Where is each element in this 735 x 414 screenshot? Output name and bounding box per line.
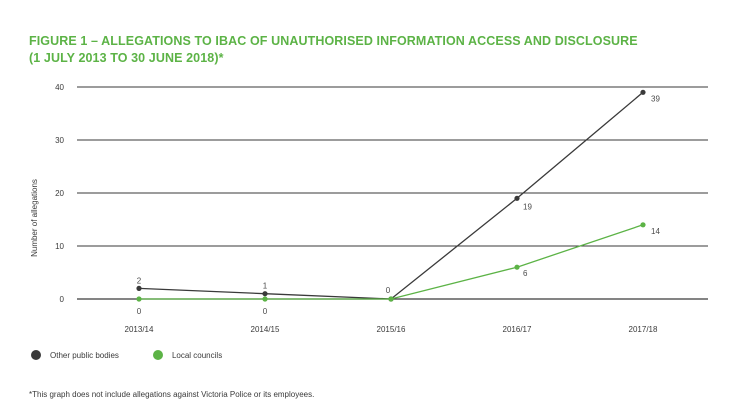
data-label-local-councils-3: 6: [523, 269, 528, 278]
x-tick-label-2016-17: 2016/17: [503, 325, 532, 334]
legend: Other public bodies Local councils: [31, 350, 256, 360]
legend-item-local-councils: Local councils: [152, 350, 223, 360]
y-axis-label: Number of allegations: [30, 179, 39, 257]
data-labels: 2 1 0 19 39 0 0 6 14: [137, 94, 661, 316]
legend-label-local-councils: Local councils: [171, 350, 223, 360]
data-point-other-public-bodies-1: [262, 291, 268, 297]
chart-title: FIGURE 1 – ALLEGATIONS TO IBAC OF UNAUTH…: [29, 33, 638, 67]
y-tick-label-30: 30: [55, 136, 64, 145]
data-point-other-public-bodies-4: [640, 89, 646, 95]
chart-title-line-2: (1 JULY 2013 TO 30 JUNE 2018)*: [29, 51, 224, 65]
data-label-other-public-bodies-2: 0: [386, 286, 391, 295]
x-tick-label-2015-16: 2015/16: [377, 325, 406, 334]
y-tick-label-20: 20: [55, 189, 64, 198]
legend-item-other-public-bodies: Other public bodies: [31, 350, 119, 360]
data-point-other-public-bodies-3: [514, 195, 520, 201]
series-line-other-public-bodies: [138, 91, 644, 300]
data-point-other-public-bodies-0: [136, 285, 142, 291]
legend-marker-other-public-bodies: [31, 350, 41, 360]
data-label-local-councils-4: 14: [651, 227, 660, 236]
data-label-local-councils-1: 0: [263, 307, 268, 316]
gridlines: [77, 86, 708, 300]
y-tick-label-10: 10: [55, 242, 64, 251]
chart-title-line-1: FIGURE 1 – ALLEGATIONS TO IBAC OF UNAUTH…: [29, 34, 638, 48]
data-label-other-public-bodies-4: 39: [651, 94, 660, 103]
data-point-local-councils-4: [640, 222, 646, 228]
series: [136, 89, 646, 302]
y-tick-label-40: 40: [55, 83, 64, 92]
data-point-local-councils-3: [514, 264, 520, 270]
legend-marker-local-councils: [152, 350, 163, 360]
data-point-local-councils-1: [262, 296, 268, 302]
y-axis-ticks: 0 10 20 30 40: [55, 83, 64, 304]
footnote: *This graph does not include allegations…: [29, 390, 315, 399]
legend-label-other-public-bodies: Other public bodies: [50, 350, 119, 360]
x-axis-ticks: 2013/14 2014/15 2015/16 2016/17 2017/18: [125, 325, 658, 334]
data-label-other-public-bodies-1: 1: [263, 282, 268, 291]
series-line-local-councils: [139, 224, 644, 300]
x-tick-label-2014-15: 2014/15: [251, 325, 280, 334]
x-tick-label-2017-18: 2017/18: [629, 325, 658, 334]
data-label-other-public-bodies-0: 2: [137, 276, 142, 285]
data-label-other-public-bodies-3: 19: [523, 202, 532, 211]
x-tick-label-2013-14: 2013/14: [125, 325, 154, 334]
y-tick-label-0: 0: [60, 295, 65, 304]
data-point-local-councils-0: [136, 296, 142, 302]
data-point-local-councils-2: [388, 296, 394, 302]
data-label-local-councils-0: 0: [137, 307, 142, 316]
